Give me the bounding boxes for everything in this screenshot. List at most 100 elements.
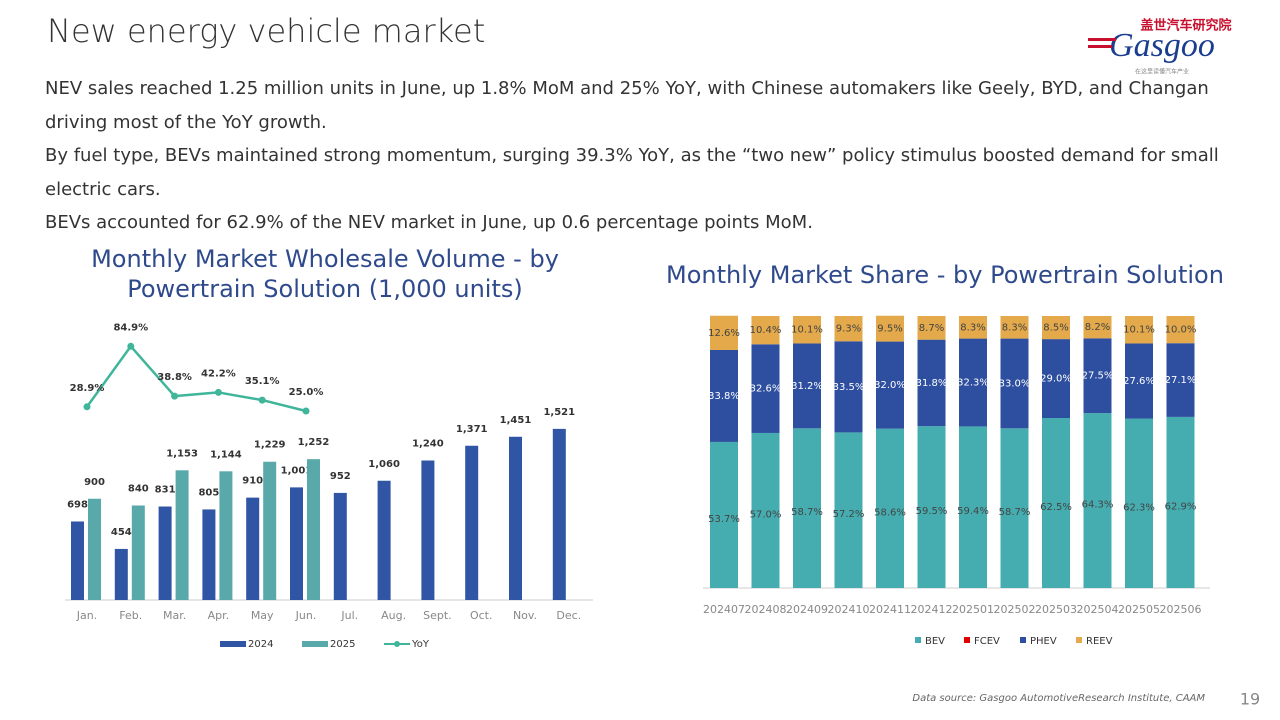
data-label: 62.3% bbox=[1123, 502, 1155, 513]
x-tick-label: Aug. bbox=[381, 609, 406, 622]
bar-segment bbox=[1166, 316, 1195, 344]
data-label: 59.4% bbox=[957, 506, 989, 517]
data-label: 1,060 bbox=[368, 459, 400, 470]
x-tick-label: May bbox=[251, 609, 274, 622]
bar bbox=[465, 445, 479, 600]
yoy-point bbox=[302, 407, 310, 415]
data-label: 35.1% bbox=[245, 376, 280, 387]
bar bbox=[333, 492, 347, 600]
data-label: 8.3% bbox=[960, 322, 985, 333]
data-label: 58.7% bbox=[999, 507, 1031, 518]
bar-segment bbox=[710, 315, 738, 350]
bar-segment bbox=[1166, 416, 1195, 588]
data-label: 32.6% bbox=[750, 384, 782, 395]
x-tick-label: Dec. bbox=[556, 609, 581, 622]
data-label: 31.2% bbox=[791, 381, 823, 392]
yoy-point bbox=[258, 396, 266, 404]
bar-segment bbox=[917, 316, 946, 340]
data-label: 1,001 bbox=[281, 465, 313, 476]
data-label: 910 bbox=[242, 476, 263, 487]
data-label: 10.1% bbox=[791, 325, 823, 336]
x-tick-label: Feb. bbox=[119, 609, 142, 622]
data-label: 1,153 bbox=[166, 448, 198, 459]
x-tick-label: 202412 bbox=[911, 603, 953, 616]
data-label: 840 bbox=[128, 484, 149, 495]
bar bbox=[88, 498, 101, 600]
data-label: 32.3% bbox=[957, 378, 989, 389]
bar-segment bbox=[751, 316, 780, 345]
paragraph: BEVs accounted for 62.9% of the NEV mark… bbox=[45, 212, 813, 233]
data-label: 9.5% bbox=[877, 324, 902, 335]
bar-segment bbox=[834, 316, 863, 342]
x-tick-label: 202502 bbox=[994, 603, 1036, 616]
bar-segment bbox=[917, 426, 946, 588]
bar-segment bbox=[793, 343, 821, 429]
bar bbox=[377, 480, 391, 600]
x-tick-label: 202501 bbox=[952, 603, 994, 616]
bar-segment bbox=[751, 344, 780, 433]
x-tick-label: 202411 bbox=[869, 603, 911, 616]
bar bbox=[114, 548, 128, 600]
legend-label: 2024 bbox=[248, 639, 273, 650]
bar bbox=[175, 470, 189, 600]
bar-segment bbox=[1042, 339, 1070, 418]
bar-segment bbox=[959, 426, 987, 588]
data-label: 8.2% bbox=[1085, 322, 1110, 333]
x-tick-label: 202410 bbox=[828, 603, 870, 616]
chart-title: Monthly Market Wholesale Volume - by Pow… bbox=[91, 245, 559, 303]
data-label: 32.0% bbox=[874, 380, 906, 391]
data-label: 1,521 bbox=[543, 407, 575, 418]
data-label: 29.0% bbox=[1040, 374, 1072, 385]
legend-label: YoY bbox=[411, 639, 430, 650]
bar-segment bbox=[793, 428, 821, 588]
data-label: 831 bbox=[155, 485, 176, 496]
x-tick-label: 202504 bbox=[1077, 603, 1119, 616]
data-label: 27.1% bbox=[1165, 375, 1197, 386]
data-label: 33.0% bbox=[999, 378, 1031, 389]
data-label: 1,252 bbox=[298, 437, 330, 448]
data-label: 952 bbox=[330, 471, 351, 482]
body-text: NEV sales reached 1.25 million units in … bbox=[45, 72, 1245, 240]
bar-segment bbox=[1125, 316, 1153, 344]
logo-tagline: 在这里读懂汽车产业 bbox=[1135, 68, 1189, 76]
bar-segment bbox=[876, 341, 904, 429]
bar-segment bbox=[1083, 338, 1112, 414]
x-tick-label: Nov. bbox=[513, 609, 537, 622]
bar-segment bbox=[1000, 428, 1029, 588]
logo-stripe bbox=[1088, 45, 1112, 48]
x-tick-label: 202408 bbox=[745, 603, 787, 616]
bar-segment bbox=[1042, 316, 1070, 340]
page-number: 19 bbox=[1240, 690, 1260, 709]
data-label: 38.8% bbox=[157, 372, 192, 383]
legend-label: REEV bbox=[1086, 636, 1113, 647]
slide-title: New energy vehicle market bbox=[47, 12, 486, 50]
data-label: 33.8% bbox=[708, 391, 740, 402]
x-tick-label: 202503 bbox=[1035, 603, 1077, 616]
yoy-point bbox=[171, 392, 179, 400]
data-label: 57.0% bbox=[750, 509, 782, 520]
bar bbox=[290, 487, 303, 600]
data-label: 62.5% bbox=[1040, 502, 1072, 513]
data-label: 1,240 bbox=[412, 439, 444, 450]
data-label: 59.5% bbox=[916, 506, 948, 517]
legend-swatch bbox=[915, 637, 921, 643]
data-label: 28.9% bbox=[70, 383, 105, 394]
data-label: 53.7% bbox=[708, 514, 740, 525]
logo-cn: 盖世汽车研究院 bbox=[1140, 18, 1231, 34]
bar-segment bbox=[876, 315, 904, 342]
data-label: 12.6% bbox=[708, 328, 740, 339]
bar-segment bbox=[1125, 343, 1153, 419]
data-label: 31.8% bbox=[916, 378, 948, 389]
x-tick-label: Sept. bbox=[423, 609, 452, 622]
bar bbox=[219, 471, 233, 600]
legend-label: FCEV bbox=[974, 636, 1000, 647]
data-label: 58.6% bbox=[874, 507, 906, 518]
x-tick-label: Oct. bbox=[470, 609, 493, 622]
logo-stripe bbox=[1088, 38, 1116, 41]
x-tick-label: 202407 bbox=[703, 603, 745, 616]
data-label: 10.1% bbox=[1123, 325, 1155, 336]
data-label: 454 bbox=[111, 527, 132, 538]
paragraph: By fuel type, BEVs maintained strong mom… bbox=[45, 145, 1219, 200]
data-label: 57.2% bbox=[833, 509, 865, 520]
